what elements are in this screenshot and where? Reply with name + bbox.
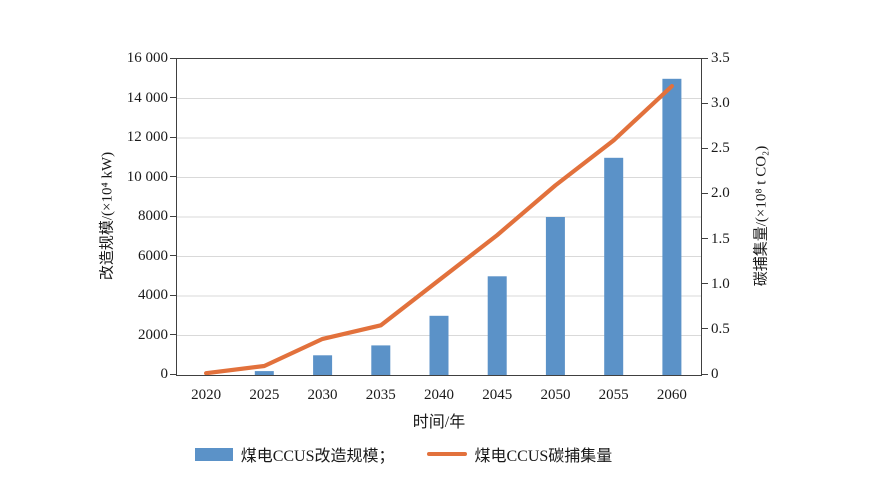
right-axis-tick-label: 2.0 (711, 185, 730, 202)
right-axis-tick (702, 147, 708, 149)
legend-item-line-series: 煤电CCUS碳捕集量 (426, 442, 613, 466)
left-axis-tick (170, 97, 176, 98)
bar-2055 (604, 157, 624, 375)
plot-canvas (177, 78, 701, 375)
left-axis-tick (170, 373, 176, 375)
left-axis-tick (170, 334, 176, 335)
left-axis-tick-label: 10 000 (126, 168, 168, 185)
x-axis-tick-label-2025: 2025 (249, 387, 280, 403)
x-axis-tick-label-2040: 2040 (424, 387, 454, 403)
bar-2030 (313, 355, 333, 375)
right-axis-tick (702, 373, 708, 375)
line-series-legend-label: 煤电CCUS碳捕集量 (474, 448, 613, 465)
right-axis-tick (702, 238, 708, 240)
right-axis-tick (702, 192, 708, 194)
line-series-swatch-icon (426, 452, 467, 456)
right-axis-tick-label: 1.0 (711, 275, 730, 292)
left-axis-tick (170, 215, 176, 217)
x-axis-tick-label-2020: 2020 (191, 387, 222, 403)
left-axis-tick-label: 4000 (138, 287, 168, 303)
plot-area (176, 58, 702, 376)
right-axis-tick-label: 3.0 (711, 95, 730, 112)
left-axis-tick (170, 136, 176, 138)
x-axis-tick-label-2055: 2055 (598, 387, 629, 403)
chart-legend: 煤电CCUS改造规模； 煤电CCUS碳捕集量 (0, 442, 879, 466)
bar-series-swatch-icon (194, 447, 233, 461)
right-axis-tick-label: 0 (711, 366, 719, 382)
left-axis-tick (170, 255, 176, 256)
left-axis-tick (170, 57, 176, 59)
bar-2040 (429, 315, 449, 375)
left-axis-tick-label: 16 000 (126, 50, 168, 66)
left-axis-tick-label: 6000 (138, 247, 168, 264)
right-axis-tick (702, 328, 708, 330)
x-axis-tick-label-2030: 2030 (307, 387, 338, 403)
x-axis-tick-label-2045: 2045 (482, 387, 513, 403)
right-axis-tick (702, 283, 708, 285)
bar-series-legend-label: 煤电CCUS改造规模； (240, 448, 395, 465)
left-axis-tick (170, 176, 176, 177)
bar-2060 (662, 78, 682, 375)
right-axis-tick-label: 0.5 (711, 320, 730, 337)
x-axis-tick-label-2060: 2060 (656, 387, 687, 403)
left-axis-tick-label: 12 000 (126, 129, 168, 145)
bar-2025 (254, 371, 274, 375)
x-axis-title: 时间/年 (412, 414, 466, 431)
right-axis-tick-label: 1.5 (711, 230, 730, 247)
left-axis-tick-label: 2000 (138, 326, 168, 343)
left-axis-tick-label: 0 (160, 366, 169, 382)
left-axis-tick-label: 14 000 (126, 89, 168, 106)
right-axis-title: 碳捕集量/(×10⁸ t CO₂) (753, 145, 770, 287)
x-axis-tick-label-2050: 2050 (540, 387, 571, 403)
right-axis-tick-label: 3.5 (711, 50, 730, 66)
right-axis-tick (702, 102, 708, 104)
right-axis-tick-label: 2.5 (711, 140, 730, 157)
bar-2050 (545, 217, 565, 375)
bar-2045 (487, 276, 507, 375)
right-axis-tick (702, 57, 708, 59)
left-axis-tick (170, 294, 176, 296)
capture-line (204, 84, 674, 375)
legend-item-bar-series: 煤电CCUS改造规模； (194, 442, 395, 466)
left-axis-tick-label: 8000 (138, 208, 168, 224)
x-axis-tick-label-2035: 2035 (365, 387, 396, 403)
bar-2035 (371, 345, 391, 375)
